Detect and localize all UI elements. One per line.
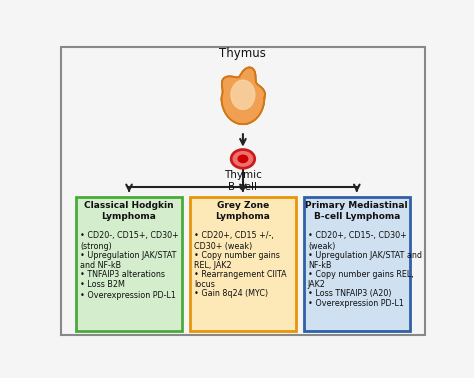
Text: • Overexpression PD-L1: • Overexpression PD-L1 bbox=[80, 291, 176, 300]
Text: • Upregulation JAK/STAT
and NF-kB: • Upregulation JAK/STAT and NF-kB bbox=[80, 251, 176, 270]
Text: • Overexpression PD-L1: • Overexpression PD-L1 bbox=[308, 299, 404, 308]
Circle shape bbox=[237, 155, 248, 163]
Text: • Rearrangement CIITA
locus: • Rearrangement CIITA locus bbox=[194, 270, 287, 289]
Text: • CD20+, CD15-, CD30+
(weak): • CD20+, CD15-, CD30+ (weak) bbox=[308, 231, 407, 251]
Text: Thymic
B-cell: Thymic B-cell bbox=[224, 170, 262, 192]
Text: • Loss TNFAIP3 (A20): • Loss TNFAIP3 (A20) bbox=[308, 289, 392, 298]
Polygon shape bbox=[221, 67, 265, 124]
Text: Primary Mediastinal
B-cell Lymphoma: Primary Mediastinal B-cell Lymphoma bbox=[305, 201, 408, 221]
Polygon shape bbox=[231, 80, 255, 109]
Text: • Loss B2M: • Loss B2M bbox=[80, 280, 125, 289]
Text: Thymus: Thymus bbox=[219, 48, 266, 60]
Circle shape bbox=[231, 150, 255, 168]
Text: • Copy number gains
REL, JAK2: • Copy number gains REL, JAK2 bbox=[194, 251, 280, 270]
Text: Classical Hodgkin
Lymphoma: Classical Hodgkin Lymphoma bbox=[84, 201, 174, 221]
Polygon shape bbox=[231, 80, 255, 109]
Text: • CD20-, CD15+, CD30+
(strong): • CD20-, CD15+, CD30+ (strong) bbox=[80, 231, 179, 251]
Polygon shape bbox=[221, 67, 265, 124]
Text: • Copy number gains REL,
JAK2: • Copy number gains REL, JAK2 bbox=[308, 270, 414, 289]
FancyBboxPatch shape bbox=[190, 197, 296, 331]
Text: • TNFAIP3 alterations: • TNFAIP3 alterations bbox=[80, 270, 165, 279]
Text: • Upregulation JAK/STAT and
NF-kB: • Upregulation JAK/STAT and NF-kB bbox=[308, 251, 422, 270]
FancyBboxPatch shape bbox=[76, 197, 182, 331]
Text: • Gain 8q24 (MYC): • Gain 8q24 (MYC) bbox=[194, 289, 268, 298]
Text: Grey Zone
Lymphoma: Grey Zone Lymphoma bbox=[216, 201, 270, 221]
Text: • CD20+, CD15 +/-,
CD30+ (weak): • CD20+, CD15 +/-, CD30+ (weak) bbox=[194, 231, 274, 251]
FancyBboxPatch shape bbox=[303, 197, 410, 331]
